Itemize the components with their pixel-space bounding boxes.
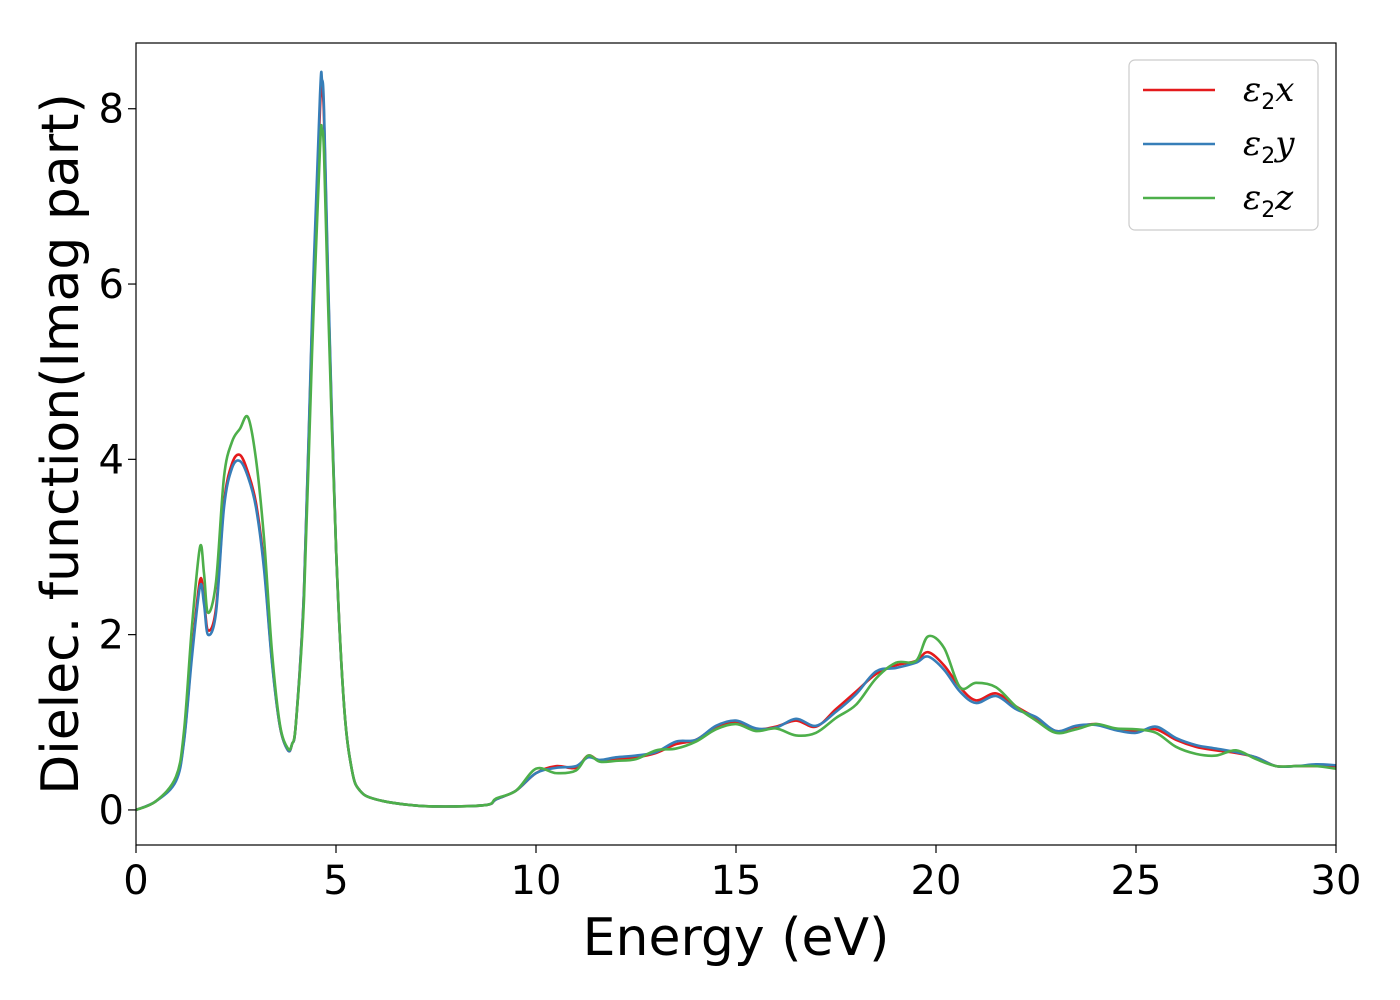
x-tick-label: 10 bbox=[511, 858, 562, 904]
legend: ε2x ε2y ε2z bbox=[1128, 59, 1319, 231]
y-tick-label: 2 bbox=[99, 613, 124, 659]
y-tick-label: 0 bbox=[99, 788, 124, 834]
y-axis: 0 2 4 6 8 bbox=[99, 87, 136, 834]
y-tick-label: 6 bbox=[99, 262, 124, 308]
x-axis: 0 5 10 15 20 25 30 bbox=[123, 845, 1361, 904]
x-tick-label: 15 bbox=[711, 858, 762, 904]
legend-label-z: ε2z bbox=[1243, 178, 1294, 223]
legend-label-y: ε2y bbox=[1243, 124, 1295, 169]
y-tick-label: 8 bbox=[99, 87, 124, 133]
y-tick-label: 4 bbox=[99, 437, 124, 483]
series-layer bbox=[136, 70, 1336, 812]
x-tick-label: 5 bbox=[323, 858, 348, 904]
legend-box bbox=[1128, 59, 1319, 231]
y-axis-label: Dielec. function(Imag part) bbox=[31, 93, 91, 795]
x-tick-label: 25 bbox=[1111, 858, 1162, 904]
x-tick-label: 20 bbox=[911, 858, 962, 904]
x-axis-label: Energy (eV) bbox=[583, 908, 890, 968]
series-line-z bbox=[136, 123, 1336, 812]
x-tick-label: 30 bbox=[1311, 858, 1362, 904]
x-tick-label: 0 bbox=[123, 858, 148, 904]
legend-label-x: ε2x bbox=[1243, 70, 1294, 115]
